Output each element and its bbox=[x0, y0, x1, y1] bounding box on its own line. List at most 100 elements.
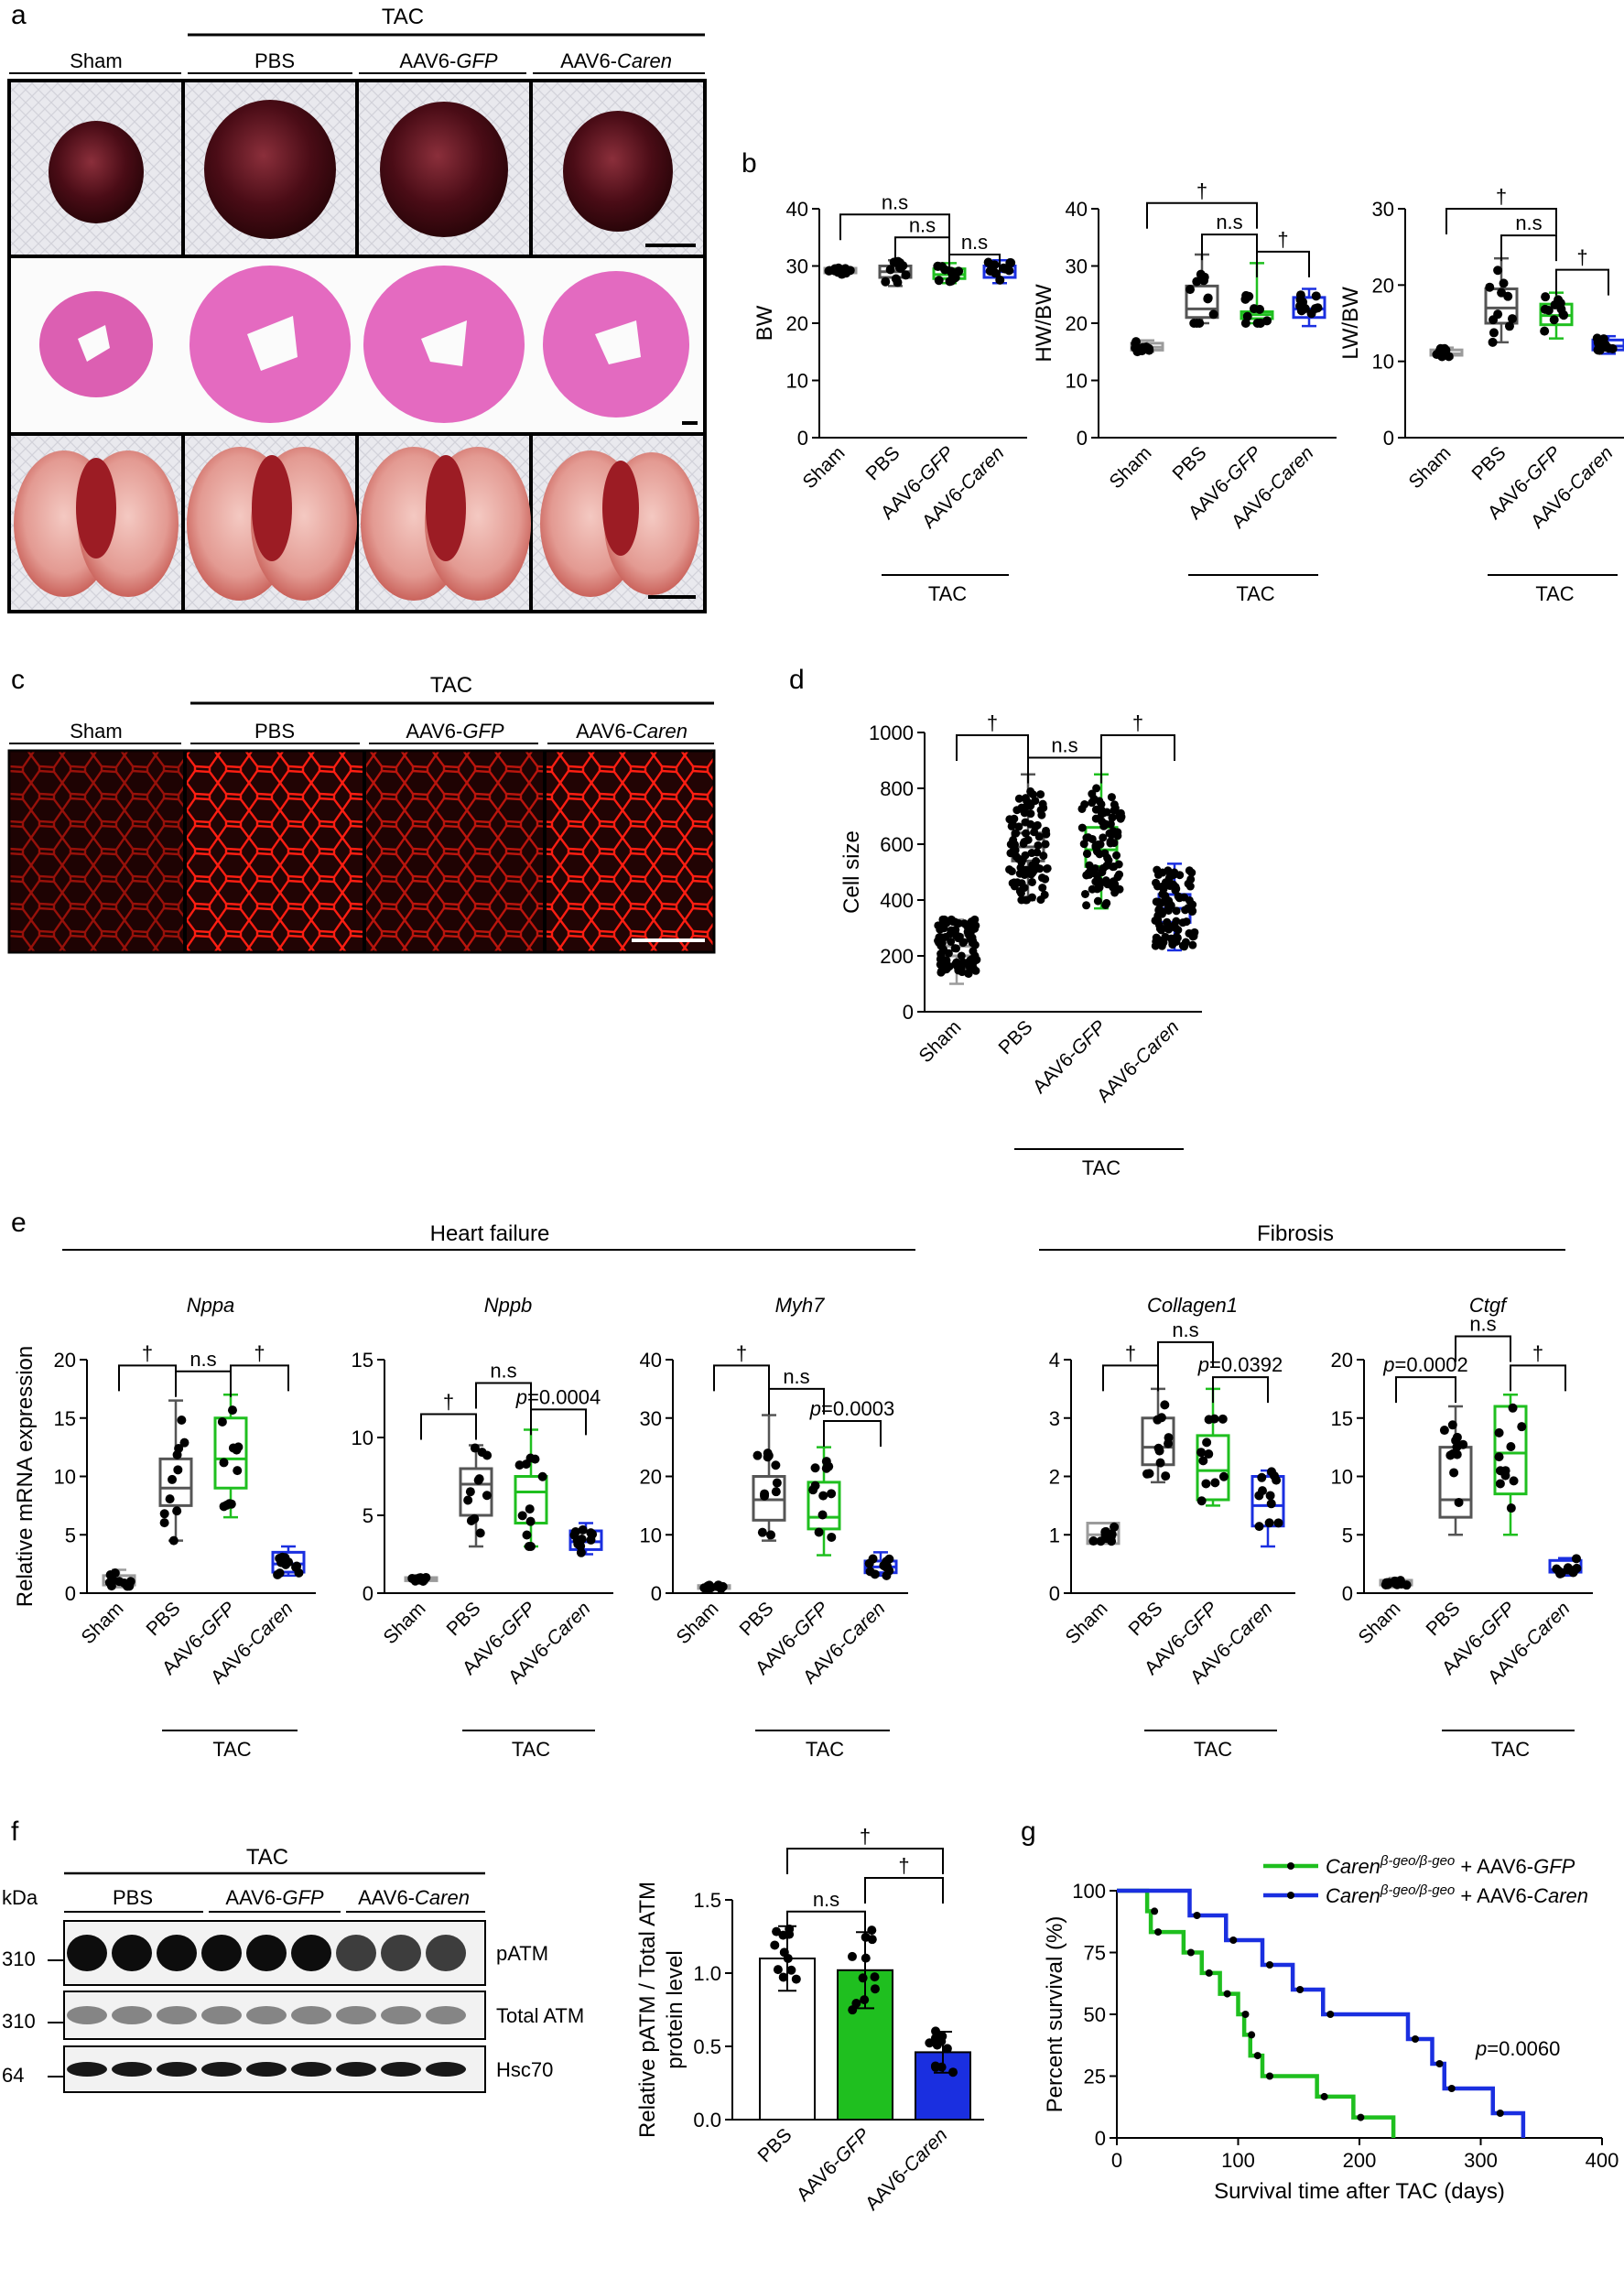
b1-category-1: PBS bbox=[862, 442, 904, 484]
e_myh7-ytick-label-0: 0 bbox=[651, 1582, 662, 1605]
blot-kda-label: kDa bbox=[2, 1886, 38, 1909]
svg-text:n.s: n.s bbox=[882, 190, 908, 213]
b3-annotation-0: † bbox=[1445, 185, 1557, 234]
d-ytick-label-4: 800 bbox=[880, 777, 914, 800]
e_col1-annotation-1: n.s bbox=[1157, 1318, 1214, 1368]
b3-ylabel: LW/BW bbox=[1338, 287, 1363, 360]
e_myh7-ytick-label-4: 40 bbox=[640, 1349, 662, 1372]
e_col1-box-3 bbox=[1250, 1467, 1285, 1548]
svg-text:n.s: n.s bbox=[1469, 1313, 1496, 1336]
e_nppb-tac-label: TAC bbox=[512, 1738, 550, 1761]
panel-c-header-gfp-prefix: AAV6- bbox=[406, 720, 462, 743]
chart-g: 0 25 50 75 100 0 100 200 300 400 Survival time aft… bbox=[1043, 1853, 1619, 2204]
svg-text:†: † bbox=[1576, 246, 1587, 269]
e_ctgf-annotation-1: n.s bbox=[1455, 1313, 1511, 1362]
panel-c-header-sham: Sham bbox=[70, 720, 122, 743]
e_nppa-ytick-label-3: 15 bbox=[54, 1407, 76, 1430]
e_nppa-ytick-label-4: 20 bbox=[54, 1349, 76, 1372]
e_myh7-title: Myh7 bbox=[775, 1294, 826, 1317]
d-annotation-1: n.s bbox=[1027, 733, 1102, 784]
b3-box-3 bbox=[1591, 333, 1624, 355]
svg-text:p=0.0003: p=0.0003 bbox=[809, 1397, 894, 1420]
e_ctgf-ytick-label-1: 5 bbox=[1342, 1524, 1353, 1546]
e_col1-ytick-label-2: 2 bbox=[1049, 1466, 1060, 1489]
panel-e-group-headers: Heart failure Fibrosis bbox=[62, 1221, 1565, 1251]
svg-text:n.s: n.s bbox=[909, 213, 936, 236]
e_nppb-annotation-0: † bbox=[420, 1391, 477, 1440]
f-ylabel-line1: Relative pATM / Total ATM bbox=[635, 1882, 660, 2138]
b2-box-0 bbox=[1130, 337, 1164, 357]
panel-a-header-caren-italic: Caren bbox=[617, 49, 672, 72]
svg-text:†: † bbox=[860, 1825, 871, 1848]
b2-tac-label: TAC bbox=[1236, 582, 1274, 605]
e_ctgf-ytick-label-2: 10 bbox=[1331, 1466, 1353, 1489]
d-tac-label: TAC bbox=[1082, 1156, 1121, 1179]
f-annotation-1: n.s bbox=[786, 1888, 866, 1937]
b1-annotation-0: n.s bbox=[839, 190, 950, 241]
panel-a-tac-label: TAC bbox=[382, 5, 424, 29]
blot-band-0: pATM 310 bbox=[2, 1920, 548, 1986]
e_col1-category-0: Sham bbox=[1061, 1598, 1111, 1648]
e_nppb-box-1 bbox=[459, 1443, 493, 1548]
f-ytick-label-2: 1.0 bbox=[693, 1962, 721, 1985]
f-bar-1 bbox=[837, 1926, 893, 2121]
e_nppb-annotation-2: p=0.0004 bbox=[515, 1385, 601, 1436]
g-ytick-label-4: 100 bbox=[1072, 1880, 1106, 1903]
svg-text:†: † bbox=[898, 1854, 909, 1877]
blot-band-2: Hsc70 64 bbox=[2, 2045, 553, 2093]
b2-box-2 bbox=[1240, 262, 1274, 328]
blot-lane-caren-italic: Caren bbox=[415, 1886, 470, 1909]
e_myh7-annotation-2: p=0.0003 bbox=[809, 1397, 894, 1447]
b2-ytick-label-3: 30 bbox=[1066, 255, 1088, 278]
e_ctgf-ytick-label-0: 0 bbox=[1342, 1582, 1353, 1605]
e_ctgf-title: Ctgf bbox=[1469, 1294, 1509, 1317]
e_nppa-ylabel: Relative mRNA expression bbox=[13, 1346, 38, 1607]
svg-text:†: † bbox=[987, 711, 998, 734]
b1-box-1 bbox=[878, 256, 913, 287]
e_col1-box-2 bbox=[1196, 1387, 1230, 1507]
d-annotation-0: † bbox=[956, 711, 1029, 762]
e_col1-box-1 bbox=[1141, 1387, 1175, 1484]
b3-category-0: Sham bbox=[1404, 442, 1455, 493]
g-xtick-label-3: 300 bbox=[1464, 2149, 1498, 2172]
e_ctgf-category-0: Sham bbox=[1354, 1598, 1404, 1648]
e_col1-ytick-label-4: 4 bbox=[1049, 1349, 1060, 1372]
e_nppb-box-2 bbox=[514, 1428, 548, 1551]
e_ctgf-ytick-label-4: 20 bbox=[1331, 1349, 1353, 1372]
svg-text:†: † bbox=[254, 1341, 265, 1364]
panel-letter-b: b bbox=[742, 148, 757, 179]
g-xtick-label-2: 200 bbox=[1343, 2149, 1377, 2172]
panel-a-photos: TAC Sham PBS AAV6-GFP AAV6-Caren bbox=[7, 5, 707, 613]
panel-c-tac-label: TAC bbox=[430, 673, 472, 698]
e_ctgf-category-1: PBS bbox=[1423, 1598, 1465, 1640]
g-ytick-label-1: 25 bbox=[1084, 2066, 1106, 2088]
b3-annotation-1: n.s bbox=[1500, 212, 1557, 262]
e_nppa-ytick-label-1: 5 bbox=[65, 1524, 76, 1546]
e_nppb-annotation-1: n.s bbox=[475, 1360, 532, 1409]
b3-tac-label: TAC bbox=[1535, 582, 1574, 605]
e_myh7-tac-label: TAC bbox=[806, 1738, 844, 1761]
d-annotation-2: † bbox=[1100, 711, 1175, 762]
b1-ytick-label-2: 20 bbox=[786, 312, 808, 335]
chart-d: 0 200 400 600 800 1000 Cell size Sham PBSAAV6-GF… bbox=[839, 711, 1202, 1179]
blot-lane-caren-prefix: AAV6- bbox=[358, 1886, 415, 1909]
panel-c-header-pbs: PBS bbox=[254, 720, 295, 743]
f-ytick-label-1: 0.5 bbox=[693, 2035, 721, 2058]
d-box-1 bbox=[1005, 773, 1052, 905]
panel-a-header-gfp-italic: GFP bbox=[456, 49, 498, 72]
e_ctgf-box-3 bbox=[1548, 1554, 1583, 1578]
f-ytick-label-0: 0.0 bbox=[693, 2109, 721, 2132]
panel-a-header-caren: AAV6-Caren bbox=[560, 49, 672, 72]
e_myh7-box-0 bbox=[697, 1580, 731, 1594]
f-bar-0 bbox=[759, 1924, 816, 2121]
panel-c-header-gfp-italic: GFP bbox=[462, 720, 504, 743]
svg-text:n.s: n.s bbox=[189, 1348, 216, 1371]
b2-annotation-2: † bbox=[1256, 228, 1310, 277]
fibrosis-header: Fibrosis bbox=[1257, 1221, 1334, 1246]
e_nppb-box-3 bbox=[568, 1522, 603, 1557]
e_nppb-category-1: PBS bbox=[443, 1598, 485, 1640]
d-ylabel: Cell size bbox=[839, 830, 864, 914]
e_myh7-ytick-label-2: 20 bbox=[640, 1466, 662, 1489]
